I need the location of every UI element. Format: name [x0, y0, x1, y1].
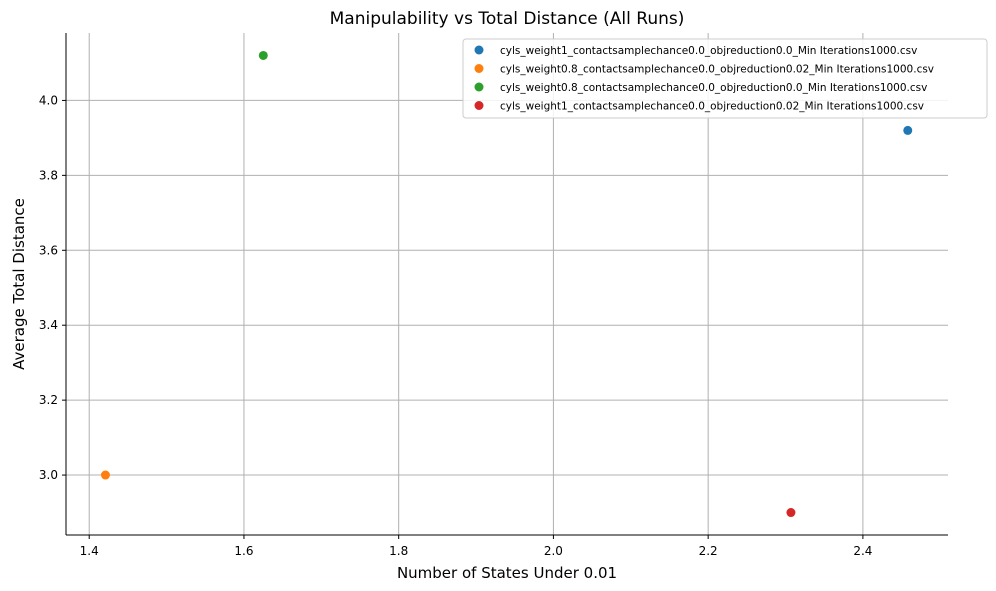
legend-label: cyls_weight0.8_contactsamplechance0.0_ob…: [500, 64, 934, 76]
legend-label: cyls_weight0.8_contactsamplechance0.0_ob…: [500, 82, 927, 94]
y-tick-label: 4.0: [39, 93, 58, 107]
y-tick-label: 3.2: [39, 393, 58, 407]
axes-layer: 1.4 1.6 1.8 2.0 2.2 2.4 3.0 3.2 3.4 3.6 3.8 4.0: [39, 33, 948, 558]
legend-marker: [474, 82, 484, 92]
scatter-point: [100, 470, 110, 480]
x-tick-label: 1.4: [80, 544, 99, 558]
legend-box: [462, 38, 988, 119]
scatter-point: [258, 50, 268, 60]
legend-marker: [474, 101, 484, 110]
x-tick-label: 1.8: [389, 544, 408, 558]
legend-marker: [474, 45, 484, 55]
x-tick-label: 2.0: [544, 544, 563, 558]
legend-marker: [474, 64, 484, 73]
chart-title: Manipulability vs Total Distance (All Ru…: [330, 9, 685, 29]
y-tick-label: 3.0: [39, 468, 58, 482]
x-tick-label: 2.4: [853, 544, 872, 558]
x-tick-label: 2.2: [699, 544, 718, 558]
scatter-point: [903, 125, 913, 135]
y-tick-label: 3.6: [39, 243, 58, 257]
y-axis-label: Average Total Distance: [10, 198, 28, 370]
x-axis-label: Number of States Under 0.01: [397, 564, 617, 582]
y-tick-label: 3.4: [39, 318, 58, 332]
legend-label: cyls_weight1_contactsamplechance0.0_objr…: [500, 45, 917, 57]
scatter-point: [786, 508, 796, 518]
data-points: [100, 50, 913, 518]
legend: cyls_weight1_contactsamplechance0.0_objr…: [462, 38, 988, 119]
y-tick-label: 3.8: [39, 168, 58, 182]
legend-label: cyls_weight1_contactsamplechance0.0_objr…: [500, 101, 924, 113]
x-tick-label: 1.6: [234, 544, 253, 558]
